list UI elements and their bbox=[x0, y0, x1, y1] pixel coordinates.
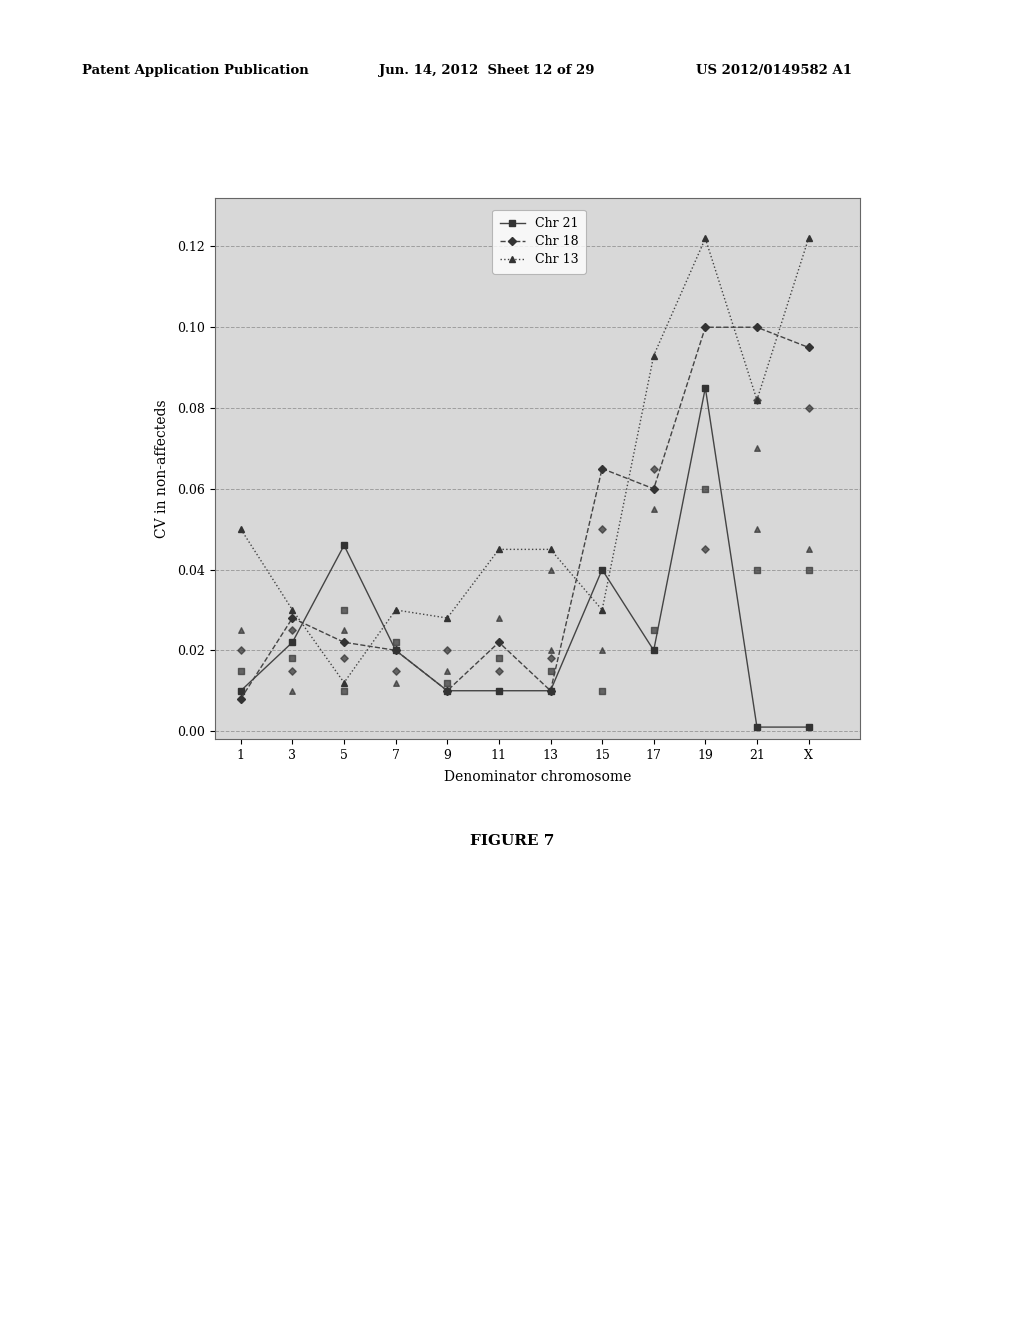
Chr 13 bbox=[596, 602, 608, 618]
Point bbox=[801, 397, 817, 418]
Point bbox=[285, 619, 301, 640]
Point bbox=[697, 478, 714, 499]
Point bbox=[439, 672, 456, 693]
Line: Chr 18: Chr 18 bbox=[238, 325, 811, 702]
Chr 13 bbox=[338, 675, 350, 690]
Legend: Chr 21, Chr 18, Chr 13: Chr 21, Chr 18, Chr 13 bbox=[493, 210, 586, 273]
Point bbox=[490, 648, 507, 669]
Point bbox=[594, 558, 610, 579]
Chr 13 bbox=[751, 392, 763, 408]
Point bbox=[285, 660, 301, 681]
Point bbox=[594, 640, 610, 661]
Point bbox=[232, 619, 249, 640]
Chr 21 bbox=[338, 537, 350, 553]
Chr 21 bbox=[596, 561, 608, 577]
Chr 18 bbox=[596, 461, 608, 477]
Point bbox=[387, 660, 403, 681]
Chr 13 bbox=[441, 610, 454, 626]
Point bbox=[387, 632, 403, 653]
Point bbox=[749, 519, 765, 540]
Point bbox=[490, 660, 507, 681]
Point bbox=[543, 660, 559, 681]
Point bbox=[387, 672, 403, 693]
Point bbox=[490, 607, 507, 628]
Y-axis label: CV in non-affecteds: CV in non-affecteds bbox=[155, 399, 169, 539]
Text: FIGURE 7: FIGURE 7 bbox=[470, 834, 554, 847]
Line: Chr 21: Chr 21 bbox=[238, 385, 811, 730]
X-axis label: Denominator chromosome: Denominator chromosome bbox=[444, 771, 631, 784]
Chr 21 bbox=[287, 635, 299, 651]
Point bbox=[749, 389, 765, 411]
Chr 18 bbox=[493, 635, 505, 651]
Point bbox=[801, 539, 817, 560]
Point bbox=[749, 558, 765, 579]
Chr 21 bbox=[389, 643, 401, 659]
Chr 18 bbox=[545, 682, 557, 698]
Chr 21 bbox=[699, 380, 712, 396]
Chr 18 bbox=[338, 635, 350, 651]
Point bbox=[594, 519, 610, 540]
Point bbox=[232, 640, 249, 661]
Point bbox=[543, 558, 559, 579]
Point bbox=[439, 640, 456, 661]
Point bbox=[543, 648, 559, 669]
Chr 13 bbox=[287, 602, 299, 618]
Text: US 2012/0149582 A1: US 2012/0149582 A1 bbox=[696, 63, 852, 77]
Point bbox=[439, 660, 456, 681]
Point bbox=[697, 539, 714, 560]
Point bbox=[801, 558, 817, 579]
Chr 21 bbox=[234, 682, 247, 698]
Point bbox=[336, 619, 352, 640]
Chr 18 bbox=[234, 690, 247, 706]
Point bbox=[594, 680, 610, 701]
Chr 13 bbox=[647, 347, 659, 363]
Chr 21 bbox=[647, 643, 659, 659]
Chr 18 bbox=[389, 643, 401, 659]
Point bbox=[336, 599, 352, 620]
Point bbox=[336, 680, 352, 701]
Chr 18 bbox=[699, 319, 712, 335]
Chr 13 bbox=[234, 521, 247, 537]
Chr 18 bbox=[287, 610, 299, 626]
Chr 18 bbox=[647, 480, 659, 496]
Point bbox=[336, 648, 352, 669]
Chr 13 bbox=[545, 541, 557, 557]
Chr 18 bbox=[751, 319, 763, 335]
Point bbox=[285, 648, 301, 669]
Chr 21 bbox=[441, 682, 454, 698]
Chr 21 bbox=[803, 719, 815, 735]
Point bbox=[749, 438, 765, 459]
Point bbox=[387, 640, 403, 661]
Point bbox=[645, 499, 662, 520]
Line: Chr 13: Chr 13 bbox=[238, 235, 812, 686]
Point bbox=[645, 619, 662, 640]
Chr 13 bbox=[699, 231, 712, 247]
Point bbox=[285, 680, 301, 701]
Chr 13 bbox=[493, 541, 505, 557]
Point bbox=[697, 378, 714, 399]
Point bbox=[645, 458, 662, 479]
Text: Patent Application Publication: Patent Application Publication bbox=[82, 63, 308, 77]
Chr 13 bbox=[803, 231, 815, 247]
Point bbox=[543, 640, 559, 661]
Chr 18 bbox=[803, 339, 815, 355]
Chr 13 bbox=[389, 602, 401, 618]
Chr 21 bbox=[751, 719, 763, 735]
Chr 18 bbox=[441, 682, 454, 698]
Text: Jun. 14, 2012  Sheet 12 of 29: Jun. 14, 2012 Sheet 12 of 29 bbox=[379, 63, 594, 77]
Chr 21 bbox=[493, 682, 505, 698]
Point bbox=[232, 660, 249, 681]
Chr 21 bbox=[545, 682, 557, 698]
